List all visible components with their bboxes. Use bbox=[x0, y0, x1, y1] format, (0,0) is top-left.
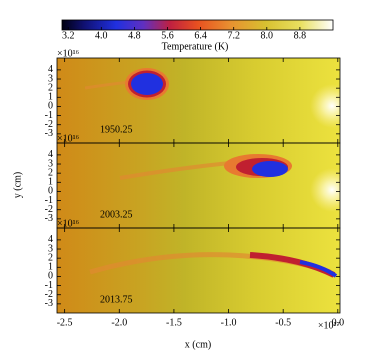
y-tick-label: 1 bbox=[48, 92, 53, 103]
colorbar-tick-label: 8.0 bbox=[261, 30, 274, 41]
x-scale-label: ×10¹⁷ bbox=[318, 320, 341, 331]
x-tick-label: -1.5 bbox=[166, 317, 182, 328]
colorbar-label: Temperature (K) bbox=[162, 41, 229, 52]
y-tick-label: 1 bbox=[48, 262, 53, 273]
y-tick-label: 2 bbox=[48, 252, 53, 263]
y-tick-label: -2 bbox=[45, 204, 53, 215]
y-scale-label: ×10¹⁶ bbox=[57, 48, 80, 59]
y-tick-label: 3 bbox=[48, 73, 53, 84]
y-tick-label: 2 bbox=[48, 82, 53, 93]
panel-frames bbox=[56, 57, 341, 314]
y-tick-label: -3 bbox=[45, 298, 53, 309]
panel-image bbox=[57, 228, 340, 313]
y-axis-label: y (cm) bbox=[12, 172, 23, 198]
y-tick-label: 3 bbox=[48, 158, 53, 169]
colorbar bbox=[61, 19, 334, 31]
y-tick-label: 4 bbox=[48, 64, 53, 75]
colorbar-tick-label: 4.8 bbox=[128, 30, 141, 41]
colorbar-tick-label: 6.4 bbox=[194, 30, 207, 41]
colorbar-tick-label: 7.2 bbox=[227, 30, 240, 41]
y-tick-label: 0 bbox=[48, 101, 53, 112]
panel-image bbox=[57, 143, 340, 228]
x-tick-label: 0.0 bbox=[332, 317, 345, 328]
y-tick-label: -2 bbox=[45, 289, 53, 300]
y-tick-label: 0 bbox=[48, 271, 53, 282]
x-tick-label: -2.0 bbox=[111, 317, 127, 328]
y-scale-label: ×10¹⁶ bbox=[57, 218, 80, 229]
y-tick-label: 2 bbox=[48, 167, 53, 178]
panel-label: 2013.75 bbox=[100, 294, 133, 305]
y-tick-label: -1 bbox=[45, 195, 53, 206]
y-tick-label: 1 bbox=[48, 177, 53, 188]
x-tick-label: -0.5 bbox=[275, 317, 291, 328]
y-tick-label: -1 bbox=[45, 110, 53, 121]
colorbar-tick-label: 8.8 bbox=[294, 30, 307, 41]
y-tick-label: 4 bbox=[48, 234, 53, 245]
colorbar-tick-label: 4.0 bbox=[95, 30, 108, 41]
y-tick-label: 4 bbox=[48, 149, 53, 160]
y-tick-label: -2 bbox=[45, 119, 53, 130]
panel-image bbox=[57, 58, 340, 143]
y-tick-label: -1 bbox=[45, 280, 53, 291]
colorbar-tick-label: 5.6 bbox=[161, 30, 174, 41]
y-tick-label: 0 bbox=[48, 186, 53, 197]
x-tick-label: -2.5 bbox=[57, 317, 73, 328]
x-axis-label: x (cm) bbox=[185, 339, 211, 350]
colorbar-tick-label: 3.2 bbox=[62, 30, 75, 41]
panel-label: 1950.25 bbox=[100, 124, 133, 135]
y-tick-label: -3 bbox=[45, 213, 53, 224]
x-tick-label: -1.0 bbox=[221, 317, 237, 328]
y-scale-label: ×10¹⁶ bbox=[57, 133, 80, 144]
y-tick-label: -3 bbox=[45, 128, 53, 139]
panel-label: 2003.25 bbox=[100, 209, 133, 220]
y-tick-label: 3 bbox=[48, 243, 53, 254]
